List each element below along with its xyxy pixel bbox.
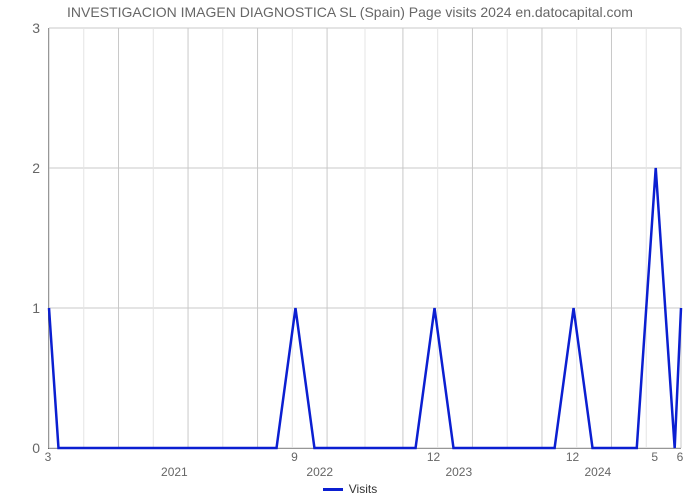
x-value-label: 5 [651,450,658,464]
legend: Visits [0,482,700,496]
y-tick-label: 1 [0,300,40,316]
plot-area [48,28,681,449]
x-value-label: 12 [566,450,579,464]
legend-label: Visits [349,482,377,496]
x-year-label: 2021 [161,465,188,479]
x-year-label: 2022 [306,465,333,479]
chart-svg [49,28,681,448]
legend-swatch [323,488,343,491]
x-value-label: 12 [427,450,440,464]
y-tick-label: 3 [0,20,40,36]
chart-title: INVESTIGACION IMAGEN DIAGNOSTICA SL (Spa… [0,4,700,20]
y-tick-label: 0 [0,440,40,456]
x-value-label: 6 [677,450,684,464]
y-tick-label: 2 [0,160,40,176]
x-value-label: 9 [291,450,298,464]
page-visits-chart: INVESTIGACION IMAGEN DIAGNOSTICA SL (Spa… [0,0,700,500]
x-year-label: 2023 [445,465,472,479]
x-value-label: 3 [45,450,52,464]
x-year-label: 2024 [584,465,611,479]
